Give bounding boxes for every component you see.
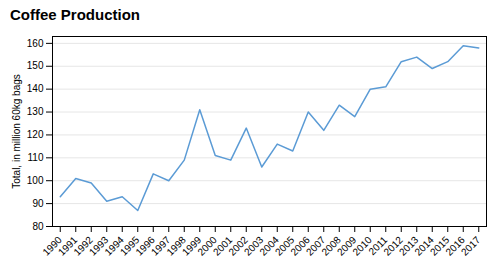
svg-text:2005: 2005 — [272, 234, 297, 258]
svg-text:1997: 1997 — [148, 234, 173, 258]
svg-text:160: 160 — [27, 38, 44, 49]
html-text:Coffee Production: Coffee Production — [10, 6, 140, 23]
svg-text:1993: 1993 — [86, 234, 111, 258]
svg-text:Total, in million 60kg bags: Total, in million 60kg bags — [11, 74, 22, 189]
svg-text:1992: 1992 — [71, 234, 95, 258]
svg-text:2000: 2000 — [195, 234, 219, 258]
svg-text:130: 130 — [27, 106, 44, 117]
svg-text:2003: 2003 — [241, 234, 266, 258]
svg-text:1996: 1996 — [133, 234, 157, 258]
svg-text:110: 110 — [28, 152, 44, 163]
svg-text:2006: 2006 — [288, 234, 312, 258]
svg-text:90: 90 — [32, 198, 44, 209]
svg-text:1991: 1991 — [55, 234, 80, 258]
svg-text:2014: 2014 — [412, 234, 436, 258]
svg-text:2016: 2016 — [443, 234, 467, 258]
svg-text:80: 80 — [32, 221, 44, 232]
svg-text:1994: 1994 — [102, 234, 126, 258]
svg-text:100: 100 — [27, 175, 44, 186]
svg-text:2011: 2011 — [366, 234, 390, 258]
svg-text:2007: 2007 — [303, 234, 328, 258]
svg-text:1995: 1995 — [117, 234, 142, 258]
svg-text:2013: 2013 — [396, 234, 421, 258]
svg-text:1998: 1998 — [164, 234, 188, 258]
svg-text:140: 140 — [27, 83, 44, 94]
svg-text:2002: 2002 — [226, 234, 250, 258]
svg-text:2008: 2008 — [319, 234, 343, 258]
svg-text:2015: 2015 — [427, 234, 452, 258]
svg-text:2004: 2004 — [257, 234, 281, 258]
svg-text:2009: 2009 — [334, 234, 359, 258]
svg-text:120: 120 — [27, 129, 44, 140]
svg-text:1990: 1990 — [40, 234, 64, 258]
svg-text:1999: 1999 — [179, 234, 204, 258]
svg-text:2017: 2017 — [459, 234, 483, 258]
svg-text:2012: 2012 — [381, 234, 405, 258]
svg-text:2001: 2001 — [210, 234, 235, 258]
svg-text:2010: 2010 — [350, 234, 374, 258]
svg-text:150: 150 — [27, 60, 44, 71]
